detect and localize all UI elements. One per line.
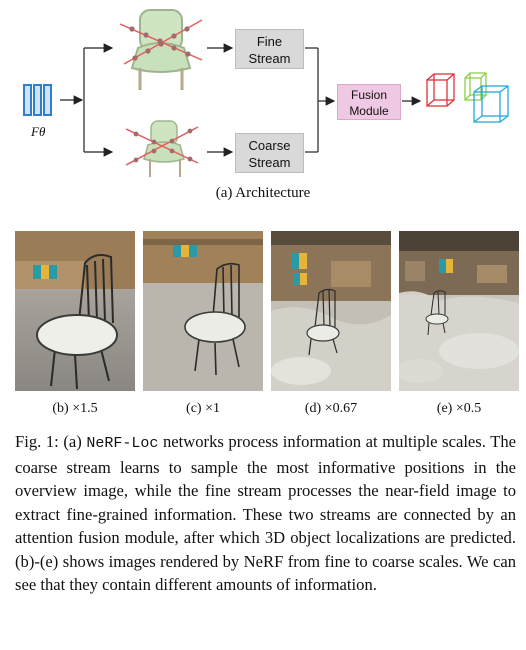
- render-caption-b: (b) ×1.5: [52, 401, 98, 416]
- figure-caption-prefix: Fig. 1: (a): [15, 432, 82, 451]
- fusion-module-box: Fusion Module: [337, 84, 401, 120]
- render-caption-c: (c) ×1: [186, 401, 220, 416]
- render-caption-e: (e) ×0.5: [436, 401, 482, 416]
- render-image-c: [143, 231, 263, 391]
- method-name: NeRF-Loc: [86, 435, 159, 452]
- fine-chair-image: [119, 9, 203, 90]
- coarse-stream-box: Coarse Stream: [235, 133, 304, 173]
- fine-stream-box: Fine Stream: [235, 29, 304, 69]
- feature-map-icon: [33, 84, 42, 116]
- render-image-e: [399, 231, 519, 391]
- render-image-b: [15, 231, 135, 391]
- render-caption-d: (d) ×0.67: [304, 401, 358, 416]
- fusion-module-label: Fusion Module: [349, 88, 389, 118]
- architecture-caption: (a) Architecture: [215, 185, 311, 201]
- fine-stream-label: Fine Stream: [248, 34, 291, 66]
- architecture-diagram: Fθ: [0, 0, 526, 210]
- feature-map-icon: [23, 84, 32, 116]
- figure-caption: Fig. 1: (a) NeRF-Loc networks process in…: [15, 430, 516, 597]
- feature-map-icon: [43, 84, 52, 116]
- coarse-stream-label: Coarse Stream: [248, 138, 291, 170]
- feature-label: Fθ: [31, 124, 46, 139]
- figure-caption-body: networks process information at multiple…: [15, 432, 516, 594]
- coarse-chair-image: [125, 120, 199, 177]
- 3d-bounding-boxes-icon: [426, 72, 509, 123]
- diagram-connectors: [60, 43, 422, 157]
- render-image-d: [271, 231, 391, 391]
